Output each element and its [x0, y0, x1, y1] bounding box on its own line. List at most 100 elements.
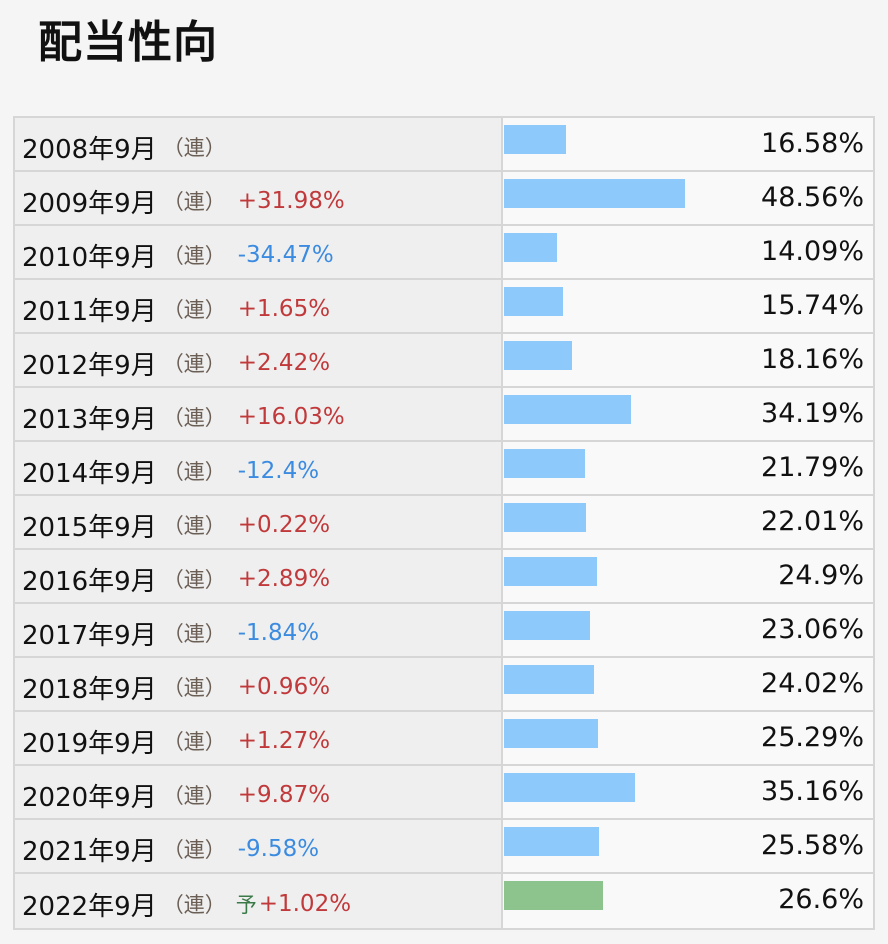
table-row: 2022年9月 （連） 予 +1.02% 26.6%: [15, 874, 873, 928]
payout-ratio-table: 2008年9月 （連） 16.58% 2009年9月 （連） +31.98% 48.56% 2…: [13, 116, 875, 930]
row-label-cell: 2011年9月 （連） +1.65%: [15, 280, 503, 332]
bar: [504, 125, 566, 154]
consolidated-label: （連）: [162, 136, 226, 160]
period-label: 2016年9月: [22, 566, 157, 597]
page-title: 配当性向: [38, 17, 218, 68]
row-label-cell: 2019年9月 （連） +1.27%: [15, 712, 503, 764]
row-label-cell: 2016年9月 （連） +2.89%: [15, 550, 503, 602]
change-label: -9.58%: [237, 836, 320, 862]
period-label: 2013年9月: [22, 404, 157, 435]
period-label: 2017年9月: [22, 620, 157, 651]
consolidated-label: （連）: [162, 838, 226, 862]
change-label: +2.42%: [237, 350, 331, 376]
bar-cell: 18.16%: [503, 334, 873, 386]
value-label: 23.06%: [761, 614, 864, 645]
period-label: 2018年9月: [22, 674, 157, 705]
row-label-cell: 2022年9月 （連） 予 +1.02%: [15, 874, 503, 928]
consolidated-label: （連）: [162, 676, 226, 700]
table-row: 2020年9月 （連） +9.87% 35.16%: [15, 766, 873, 820]
bar: [504, 557, 597, 586]
value-label: 24.02%: [761, 668, 864, 699]
bar-cell: 24.9%: [503, 550, 873, 602]
consolidated-label: （連）: [162, 514, 226, 538]
consolidated-label: （連）: [162, 622, 226, 646]
change-label: +1.02%: [258, 891, 352, 917]
consolidated-label: （連）: [162, 244, 226, 268]
bar-cell: 25.29%: [503, 712, 873, 764]
row-label-cell: 2015年9月 （連） +0.22%: [15, 496, 503, 548]
bar: [504, 341, 572, 370]
table-row: 2012年9月 （連） +2.42% 18.16%: [15, 334, 873, 388]
period-label: 2019年9月: [22, 728, 157, 759]
table-row: 2014年9月 （連） -12.4% 21.79%: [15, 442, 873, 496]
consolidated-label: （連）: [162, 784, 226, 808]
change-label: +1.27%: [237, 728, 331, 754]
change-label: +1.65%: [237, 296, 331, 322]
consolidated-label: （連）: [162, 190, 226, 214]
bar-cell: 16.58%: [503, 118, 873, 170]
change-label: +16.03%: [237, 404, 345, 430]
period-label: 2015年9月: [22, 512, 157, 543]
period-label: 2010年9月: [22, 242, 157, 273]
bar-cell: 14.09%: [503, 226, 873, 278]
bar-cell: 48.56%: [503, 172, 873, 224]
bar: [504, 449, 586, 478]
bar: [504, 773, 636, 802]
period-label: 2008年9月: [22, 134, 157, 165]
change-label: +0.96%: [237, 674, 331, 700]
bar: [504, 179, 685, 208]
value-label: 16.58%: [761, 128, 864, 159]
bar: [504, 503, 586, 532]
bar-cell: 26.6%: [503, 874, 873, 928]
change-label: +9.87%: [237, 782, 331, 808]
bar-cell: 22.01%: [503, 496, 873, 548]
bar: [504, 719, 599, 748]
row-label-cell: 2018年9月 （連） +0.96%: [15, 658, 503, 710]
bar-cell: 25.58%: [503, 820, 873, 872]
table-row: 2010年9月 （連） -34.47% 14.09%: [15, 226, 873, 280]
change-label: -34.47%: [237, 242, 334, 268]
consolidated-label: （連）: [162, 406, 226, 430]
value-label: 25.58%: [761, 830, 864, 861]
row-label-cell: 2013年9月 （連） +16.03%: [15, 388, 503, 440]
period-label: 2020年9月: [22, 782, 157, 813]
bar-cell: 23.06%: [503, 604, 873, 656]
table-row: 2018年9月 （連） +0.96% 24.02%: [15, 658, 873, 712]
value-label: 26.6%: [778, 884, 864, 915]
bar: [504, 665, 594, 694]
consolidated-label: （連）: [162, 460, 226, 484]
value-label: 21.79%: [761, 452, 864, 483]
bar: [504, 827, 600, 856]
change-label: +31.98%: [237, 188, 345, 214]
consolidated-label: （連）: [162, 730, 226, 754]
row-label-cell: 2008年9月 （連）: [15, 118, 503, 170]
change-label: -1.84%: [237, 620, 320, 646]
bar: [504, 611, 590, 640]
value-label: 22.01%: [761, 506, 864, 537]
table-row: 2008年9月 （連） 16.58%: [15, 118, 873, 172]
row-label-cell: 2009年9月 （連） +31.98%: [15, 172, 503, 224]
period-label: 2009年9月: [22, 188, 157, 219]
table-row: 2015年9月 （連） +0.22% 22.01%: [15, 496, 873, 550]
bar: [504, 881, 604, 910]
bar-cell: 35.16%: [503, 766, 873, 818]
period-label: 2022年9月: [22, 891, 157, 922]
forecast-mark: 予: [235, 893, 257, 917]
bar-cell: 24.02%: [503, 658, 873, 710]
consolidated-label: （連）: [162, 568, 226, 592]
period-label: 2012年9月: [22, 350, 157, 381]
consolidated-label: （連）: [162, 893, 226, 917]
value-label: 34.19%: [761, 398, 864, 429]
row-label-cell: 2020年9月 （連） +9.87%: [15, 766, 503, 818]
row-label-cell: 2017年9月 （連） -1.84%: [15, 604, 503, 656]
row-label-cell: 2014年9月 （連） -12.4%: [15, 442, 503, 494]
change-label: +0.22%: [237, 512, 331, 538]
value-label: 24.9%: [778, 560, 864, 591]
bar-cell: 34.19%: [503, 388, 873, 440]
change-label: -12.4%: [237, 458, 320, 484]
table-row: 2021年9月 （連） -9.58% 25.58%: [15, 820, 873, 874]
change-label: +2.89%: [237, 566, 331, 592]
bar: [504, 233, 557, 262]
row-label-cell: 2012年9月 （連） +2.42%: [15, 334, 503, 386]
value-label: 35.16%: [761, 776, 864, 807]
